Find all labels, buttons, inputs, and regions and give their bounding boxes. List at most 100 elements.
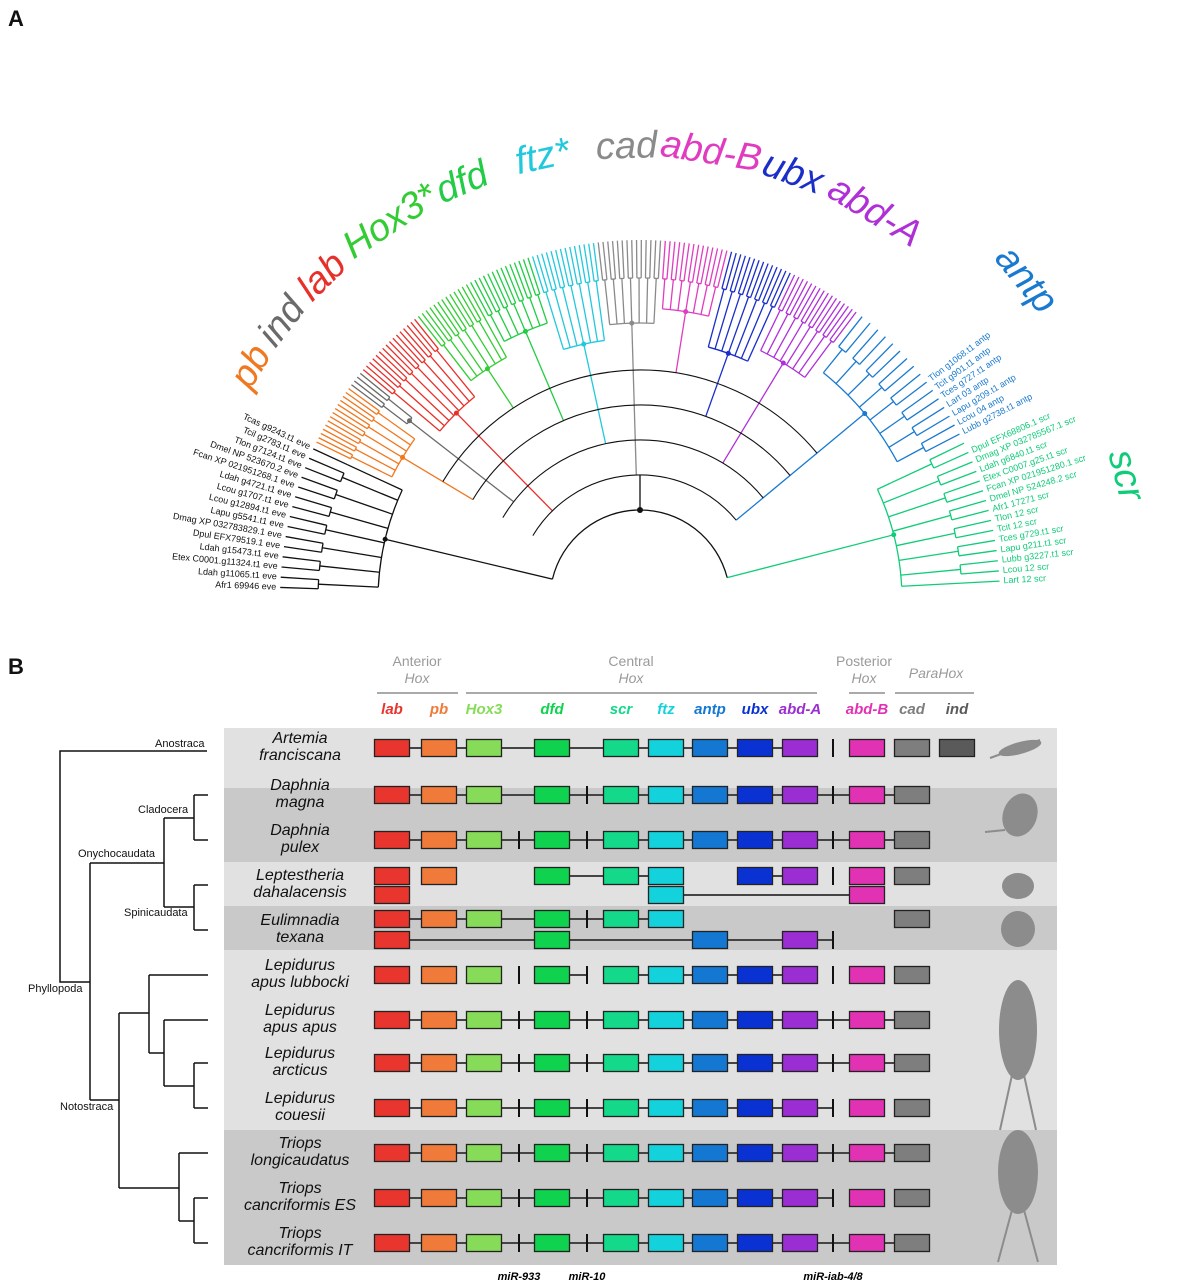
gene-box-scr <box>602 1188 640 1208</box>
leaf-branch <box>564 247 574 286</box>
gene-box-scr <box>602 738 640 758</box>
gene-box-cad <box>893 738 931 758</box>
gene-header-lab: lab <box>381 701 403 718</box>
gene-box-abd-a <box>781 866 819 886</box>
leaf-branch <box>832 311 857 343</box>
leaf-branch <box>531 256 545 293</box>
leaf-branch <box>378 351 408 379</box>
gene-box-abd-a <box>781 1010 819 1030</box>
leaf-branch <box>329 416 364 437</box>
gene-box-lab <box>373 1143 411 1163</box>
animal-silhouettes <box>984 739 1042 1263</box>
leaf-branch <box>621 240 625 279</box>
gene-box-pb <box>420 909 458 929</box>
leaf-branch <box>298 486 335 500</box>
leaf-branch <box>937 461 973 478</box>
species-label: Triops longicaudatus <box>250 1135 350 1169</box>
panel-b-letter: B <box>8 654 24 679</box>
leaf-branch <box>800 287 821 322</box>
gene-box-hox3 <box>465 1233 503 1253</box>
gene-box-pb <box>420 1010 458 1030</box>
leaf-branch <box>500 267 517 304</box>
gene-box-dfd <box>533 830 571 850</box>
leaf-branch <box>449 293 471 327</box>
gene-box-hox3 <box>465 738 503 758</box>
gene-header-dfd: dfd <box>540 701 564 718</box>
leaf-branch <box>712 249 723 287</box>
clade-anostraca: Anostraca <box>155 738 205 750</box>
leaf-branch <box>369 361 399 388</box>
leaf-branch <box>474 279 493 315</box>
leaf-branch <box>872 350 901 378</box>
leaf-branch <box>796 285 817 320</box>
gene-box-pb <box>420 1188 458 1208</box>
leaf-branch <box>588 243 595 282</box>
clade-label-abda: abd-A <box>821 167 930 255</box>
gene-box-dfd <box>533 1010 571 1030</box>
clade-spinicaudata: Spinicaudata <box>124 907 188 919</box>
leaf-branch <box>522 259 537 296</box>
gene-box-scr <box>602 1143 640 1163</box>
gene-box-pb <box>420 738 458 758</box>
hox-cluster-track <box>373 1098 931 1118</box>
leaf-branch <box>414 318 439 350</box>
gene-box-hox3 <box>465 1053 503 1073</box>
leaf-branch <box>607 241 612 280</box>
leaf-branch <box>683 243 690 282</box>
leaf-branch <box>955 529 994 539</box>
leaf-branch <box>961 580 1000 584</box>
leaf-branch <box>737 257 751 294</box>
leaf-branch <box>949 499 987 512</box>
leaf-branch <box>785 278 804 314</box>
gene-box-dfd <box>533 785 571 805</box>
group-central-hox: Central Hox <box>608 653 654 686</box>
leaf-branch <box>597 242 604 281</box>
leaf-branch <box>541 253 553 291</box>
species-label: Lepidurus couesii <box>264 1090 336 1124</box>
clade-dfd <box>470 257 548 342</box>
gene-box-antp <box>691 1233 729 1253</box>
leaf-branch <box>491 271 509 307</box>
leaf-label: Lcou 12 scr <box>1002 561 1049 575</box>
clade-ubx <box>707 251 791 362</box>
clade-pb <box>316 388 416 478</box>
clade-label-hox3: Hox3* <box>335 174 446 267</box>
clade-notostraca: Notostraca <box>60 1101 114 1113</box>
gene-box-abd-b <box>848 785 886 805</box>
leaf-branch <box>852 329 879 359</box>
gene-box-abd-a <box>781 930 819 950</box>
leaf-branch <box>294 496 332 509</box>
leaf-branch <box>825 306 849 338</box>
gene-box-dfd <box>533 1143 571 1163</box>
gene-box-scr <box>602 1010 640 1030</box>
leaf-branch <box>280 576 319 581</box>
gene-box-lab <box>373 1098 411 1118</box>
leaf-branch <box>649 240 652 279</box>
gene-box-ftz <box>647 866 685 886</box>
leaf-branch <box>616 240 621 279</box>
gene-box-cad <box>893 909 931 929</box>
group-posterior-hox: Posterior Hox <box>835 653 893 686</box>
species-label: Leptestheria dahalacensis <box>253 867 347 901</box>
gene-box-ftz <box>647 785 685 805</box>
gene-box-ftz <box>647 909 685 929</box>
gene-box-ubx <box>736 738 774 758</box>
gene-box-ind <box>938 738 976 758</box>
leaf-branch <box>425 310 450 342</box>
group-parahox: ParaHox <box>908 665 964 681</box>
gene-box-dfd <box>533 1188 571 1208</box>
leaf-branch <box>569 246 578 285</box>
mirna-label-mir-933: miR-933 <box>497 1271 541 1283</box>
species-label: Daphnia magna <box>270 777 330 811</box>
leaf-branch <box>289 515 327 526</box>
gene-box-ubx <box>736 1188 774 1208</box>
clade-label-ind: ind <box>249 287 314 354</box>
gene-box-cad <box>893 1143 931 1163</box>
leaf-branch <box>388 341 417 370</box>
leaf-branch <box>657 240 662 279</box>
gene-box-abd-b <box>848 1053 886 1073</box>
gene-box-lab <box>373 785 411 805</box>
leaf-branch <box>406 324 433 355</box>
gene-box-dfd <box>533 909 571 929</box>
gene-box-hox3 <box>465 1010 503 1030</box>
